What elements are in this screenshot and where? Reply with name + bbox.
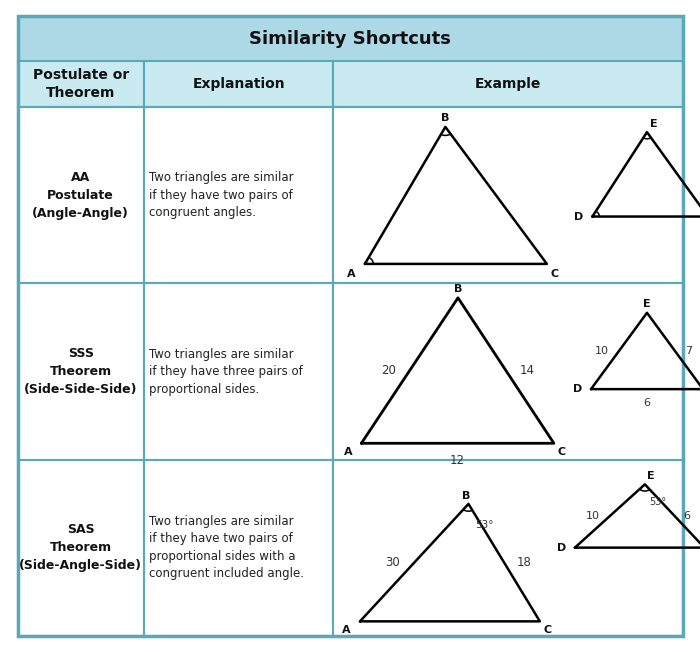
Text: D: D xyxy=(574,211,583,222)
Text: A: A xyxy=(344,447,352,456)
Text: 6: 6 xyxy=(684,511,691,521)
FancyBboxPatch shape xyxy=(333,108,682,284)
Text: D: D xyxy=(556,542,566,553)
Text: 30: 30 xyxy=(386,556,400,569)
Text: 12: 12 xyxy=(450,454,465,467)
Text: B: B xyxy=(454,284,462,295)
FancyBboxPatch shape xyxy=(144,61,333,108)
Text: Explanation: Explanation xyxy=(193,77,285,91)
Text: E: E xyxy=(647,471,655,481)
FancyBboxPatch shape xyxy=(18,108,144,284)
Text: Example: Example xyxy=(475,77,541,91)
Text: 6: 6 xyxy=(643,398,650,408)
Text: E: E xyxy=(643,299,651,310)
Text: A: A xyxy=(347,269,356,279)
FancyBboxPatch shape xyxy=(144,460,333,636)
Text: 20: 20 xyxy=(381,364,395,377)
Text: 10: 10 xyxy=(595,346,609,356)
Text: Two triangles are similar
if they have two pairs of
proportional sides with a
co: Two triangles are similar if they have t… xyxy=(150,515,304,580)
Text: 10: 10 xyxy=(586,511,600,521)
Text: SSS
Theorem
(Side-Side-Side): SSS Theorem (Side-Side-Side) xyxy=(24,347,137,396)
FancyBboxPatch shape xyxy=(333,460,682,636)
FancyBboxPatch shape xyxy=(144,108,333,284)
FancyBboxPatch shape xyxy=(144,284,333,460)
Text: SAS
Theorem
(Side-Angle-Side): SAS Theorem (Side-Angle-Side) xyxy=(19,523,142,572)
Text: Two triangles are similar
if they have two pairs of
congruent angles.: Two triangles are similar if they have t… xyxy=(150,171,294,220)
Text: 7: 7 xyxy=(685,346,692,356)
Text: B: B xyxy=(441,113,449,123)
Text: B: B xyxy=(461,490,470,501)
Text: Postulate or
Theorem: Postulate or Theorem xyxy=(32,68,129,100)
FancyBboxPatch shape xyxy=(333,284,682,460)
Text: E: E xyxy=(650,119,657,128)
Text: 18: 18 xyxy=(517,556,532,569)
FancyBboxPatch shape xyxy=(18,61,144,108)
Text: C: C xyxy=(557,447,566,456)
Text: 53°: 53° xyxy=(649,497,666,507)
Text: Similarity Shortcuts: Similarity Shortcuts xyxy=(249,29,451,48)
Text: A: A xyxy=(342,625,351,635)
FancyBboxPatch shape xyxy=(18,16,682,61)
Text: 53°: 53° xyxy=(475,520,494,529)
Text: C: C xyxy=(550,269,559,279)
FancyBboxPatch shape xyxy=(18,284,144,460)
Text: 14: 14 xyxy=(520,364,535,377)
FancyBboxPatch shape xyxy=(333,61,682,108)
Text: Two triangles are similar
if they have three pairs of
proportional sides.: Two triangles are similar if they have t… xyxy=(150,348,303,396)
Text: D: D xyxy=(573,384,582,394)
FancyBboxPatch shape xyxy=(18,460,144,636)
Text: C: C xyxy=(543,625,552,635)
Text: AA
Postulate
(Angle-Angle): AA Postulate (Angle-Angle) xyxy=(32,171,129,220)
